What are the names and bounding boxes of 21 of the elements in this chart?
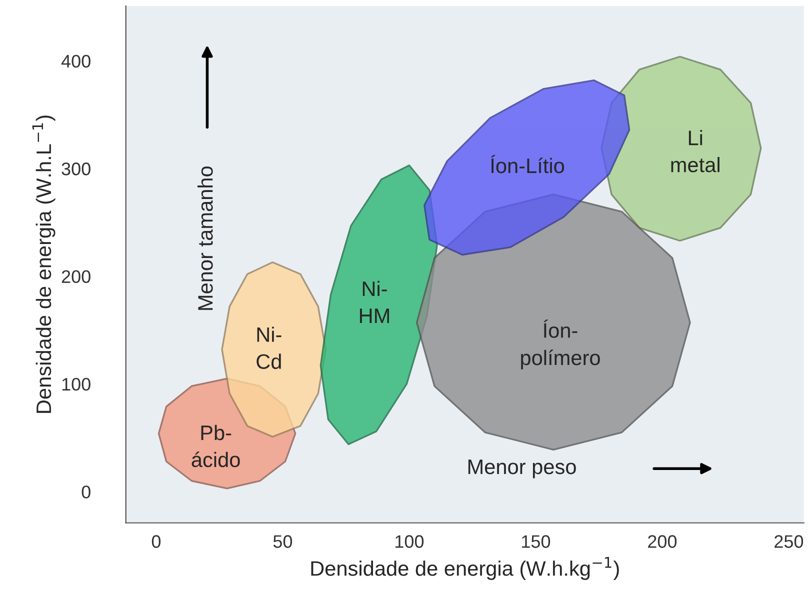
y-tick-label: 400 [61,54,90,68]
series-label: Íon- polímero [521,320,600,370]
annotation: Menor peso [468,460,576,478]
x-tick-label: 150 [522,535,550,548]
y-tick-label: 200 [62,270,90,284]
y-axis-title: Densidade de energia (W.h.L$^{−1}$) [32,116,56,413]
series-label: Pb- ácido [192,424,240,468]
x-tick-label: 250 [774,535,804,548]
y-tick-label: 300 [62,162,90,176]
series-label: Ni- Cd [256,326,282,369]
series-label: Li metal [671,130,720,172]
series-label: Íon-Lítio [491,154,564,174]
x-tick-label: 0 [152,535,161,548]
y-tick-label: 100 [62,378,90,391]
y-tick-label: 0 [82,486,90,498]
series-label: Ni- HM [360,280,389,323]
x-tick-label: 50 [273,535,292,548]
x-axis-title: Densidade de energia (W.h.kg$^{−1}$) [311,557,619,580]
x-tick-label: 100 [396,535,424,548]
annotation: Menor tamanho [198,166,213,310]
x-tick-label: 200 [648,535,677,548]
